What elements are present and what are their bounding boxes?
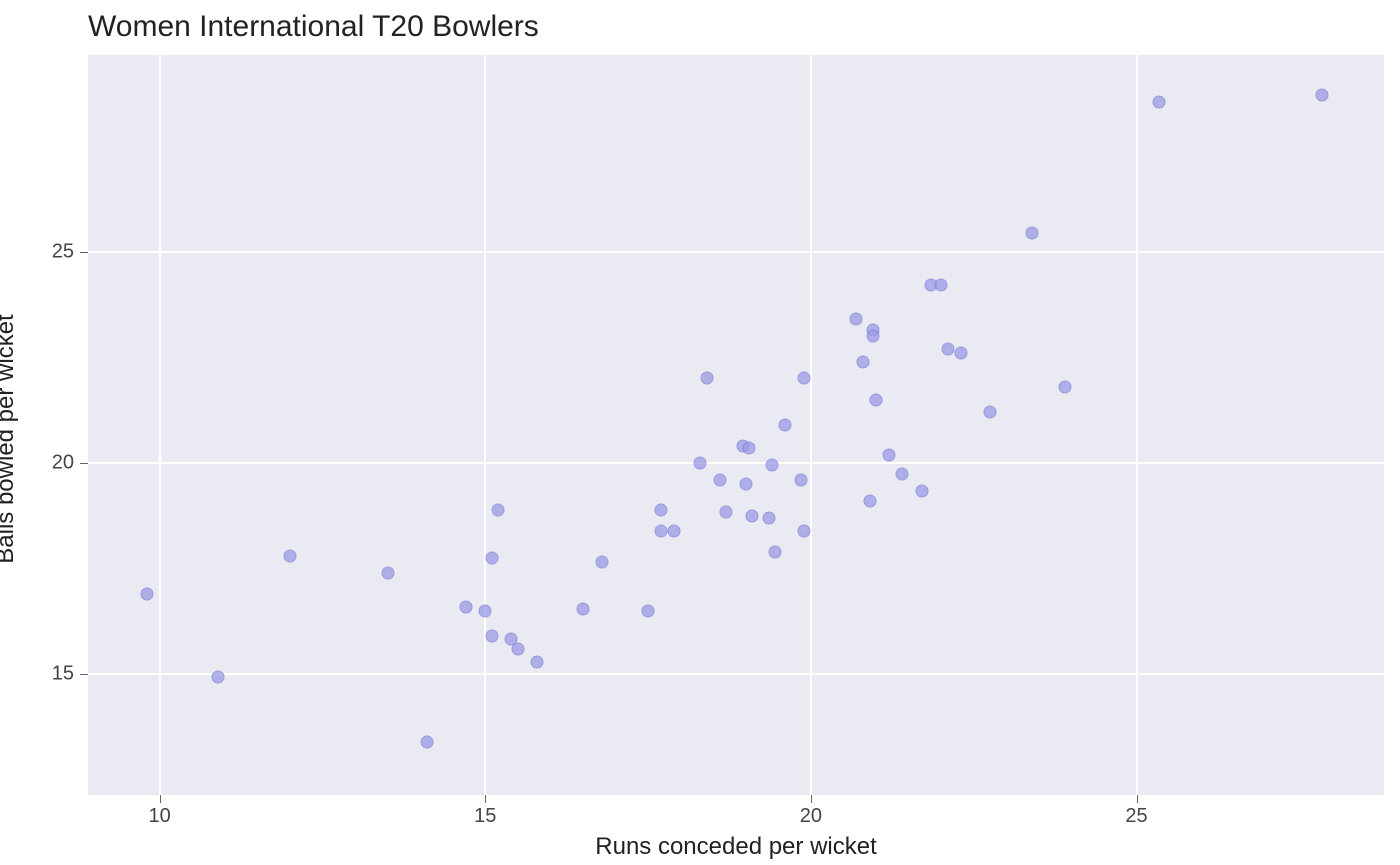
y-tick-label: 20 (52, 452, 74, 475)
x-tick-mark (1137, 795, 1138, 803)
data-point (856, 355, 869, 368)
x-tick-mark (160, 795, 161, 803)
data-point (1026, 226, 1039, 239)
data-point (596, 556, 609, 569)
data-point (795, 473, 808, 486)
data-point (863, 495, 876, 508)
data-point (765, 459, 778, 472)
data-point (668, 524, 681, 537)
y-tick-mark (80, 463, 88, 464)
y-tick-mark (80, 674, 88, 675)
chart-title: Women International T20 Bowlers (88, 10, 539, 44)
data-point (420, 736, 433, 749)
data-point (694, 457, 707, 470)
data-point (713, 473, 726, 486)
data-point (935, 279, 948, 292)
data-point (769, 545, 782, 558)
data-point (915, 484, 928, 497)
y-tick-label: 25 (52, 240, 74, 263)
data-point (983, 406, 996, 419)
x-tick-label: 15 (474, 805, 496, 828)
data-point (381, 567, 394, 580)
data-point (850, 313, 863, 326)
x-tick-mark (811, 795, 812, 803)
x-tick-mark (485, 795, 486, 803)
x-axis-label: Runs conceded per wicket (595, 833, 876, 861)
data-point (941, 342, 954, 355)
data-point (778, 419, 791, 432)
data-point (762, 512, 775, 525)
grid-line-horizontal (88, 462, 1384, 464)
data-point (1058, 380, 1071, 393)
data-point (485, 630, 498, 643)
y-axis-label: Balls bowled per wicket (0, 314, 20, 563)
grid-line-vertical (159, 55, 161, 795)
data-point (1153, 95, 1166, 108)
data-point (739, 478, 752, 491)
data-point (511, 643, 524, 656)
data-point (655, 524, 668, 537)
data-point (798, 372, 811, 385)
data-point (576, 602, 589, 615)
y-tick-label: 15 (52, 663, 74, 686)
grid-line-horizontal (88, 251, 1384, 253)
data-point (896, 467, 909, 480)
grid-line-vertical (484, 55, 486, 795)
data-point (798, 524, 811, 537)
data-point (283, 550, 296, 563)
data-point (720, 505, 733, 518)
x-tick-label: 10 (149, 805, 171, 828)
scatter-chart: Women International T20 Bowlers Runs con… (0, 0, 1400, 865)
x-tick-label: 25 (1125, 805, 1147, 828)
grid-line-vertical (810, 55, 812, 795)
data-point (485, 552, 498, 565)
data-point (655, 503, 668, 516)
data-point (883, 448, 896, 461)
data-point (459, 600, 472, 613)
data-point (743, 442, 756, 455)
data-point (212, 670, 225, 683)
data-point (700, 372, 713, 385)
data-point (642, 605, 655, 618)
grid-line-vertical (1136, 55, 1138, 795)
data-point (870, 393, 883, 406)
grid-line-horizontal (88, 673, 1384, 675)
data-point (746, 509, 759, 522)
y-tick-mark (80, 252, 88, 253)
plot-area (88, 55, 1384, 795)
data-point (1316, 89, 1329, 102)
x-tick-label: 20 (800, 805, 822, 828)
data-point (954, 347, 967, 360)
data-point (866, 330, 879, 343)
data-point (531, 655, 544, 668)
data-point (140, 588, 153, 601)
data-point (479, 605, 492, 618)
data-point (492, 503, 505, 516)
